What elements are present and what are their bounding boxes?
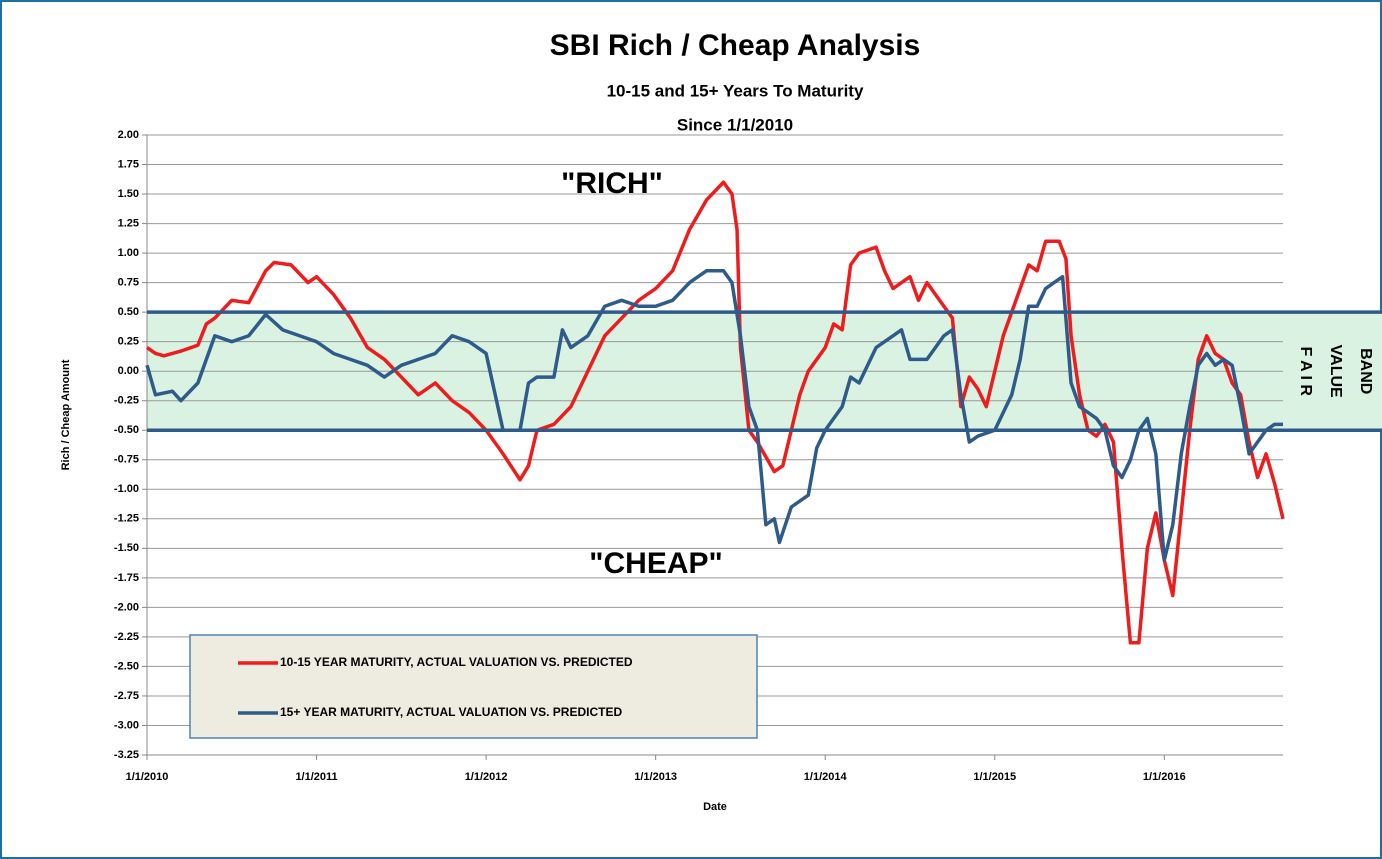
- x-tick-label: 1/1/2012: [465, 771, 508, 783]
- annotation: "CHEAP": [589, 547, 722, 580]
- y-tick-label: -1.25: [114, 513, 139, 525]
- data-line: [145, 180, 1285, 645]
- chart-title: SBI Rich / Cheap Analysis: [550, 29, 921, 62]
- y-tick-label: 1.25: [118, 217, 139, 229]
- y-tick-label: -2.50: [114, 660, 139, 672]
- y-tick-label: 1.75: [118, 158, 139, 170]
- y-tick-label: -2.75: [114, 690, 139, 702]
- y-axis-label: Rich / Cheap Amount: [60, 359, 72, 470]
- y-tick-label: -0.25: [114, 395, 139, 407]
- x-tick-label: 1/1/2014: [804, 771, 848, 783]
- y-tick-label: 2.00: [118, 129, 139, 141]
- chart-subtitle: Since 1/1/2010: [677, 115, 793, 134]
- y-tick-label: 1.00: [118, 247, 139, 259]
- y-tick-label: 0.25: [118, 336, 139, 348]
- x-tick-label: 1/1/2016: [1143, 771, 1186, 783]
- band-label: VALUE: [1327, 345, 1344, 398]
- x-axis-label: Date: [703, 801, 727, 813]
- annotation: "RICH": [561, 167, 663, 200]
- y-tick-label: -2.25: [114, 631, 139, 643]
- x-tick-label: 1/1/2010: [126, 771, 169, 783]
- legend-label: 10-15 YEAR MATURITY, ACTUAL VALUATION VS…: [280, 655, 633, 669]
- y-tick-label: -0.75: [114, 454, 139, 466]
- y-tick-label: -0.50: [114, 424, 139, 436]
- y-tick-label: -1.00: [114, 483, 139, 495]
- legend-label: 15+ YEAR MATURITY, ACTUAL VALUATION VS. …: [280, 705, 622, 719]
- x-tick-label: 1/1/2013: [634, 771, 677, 783]
- y-tick-label: -1.50: [114, 542, 139, 554]
- band-label: BAND: [1357, 348, 1374, 394]
- y-tick-label: -3.25: [114, 749, 139, 761]
- x-tick-label: 1/1/2011: [295, 771, 337, 783]
- y-tick-label: 0.00: [118, 365, 139, 377]
- y-tick-label: 1.50: [118, 188, 139, 200]
- y-tick-label: 0.75: [118, 277, 139, 289]
- x-tick-label: 1/1/2015: [973, 771, 1016, 783]
- band-label: F A I R: [1297, 346, 1314, 396]
- legend-box: [189, 634, 758, 739]
- y-tick-label: 0.50: [118, 306, 139, 318]
- y-tick-label: -2.00: [114, 601, 139, 613]
- y-tick-label: -3.00: [114, 719, 139, 731]
- chart-subtitle: 10-15 and 15+ Years To Maturity: [607, 81, 864, 100]
- y-tick-label: -1.75: [114, 572, 139, 584]
